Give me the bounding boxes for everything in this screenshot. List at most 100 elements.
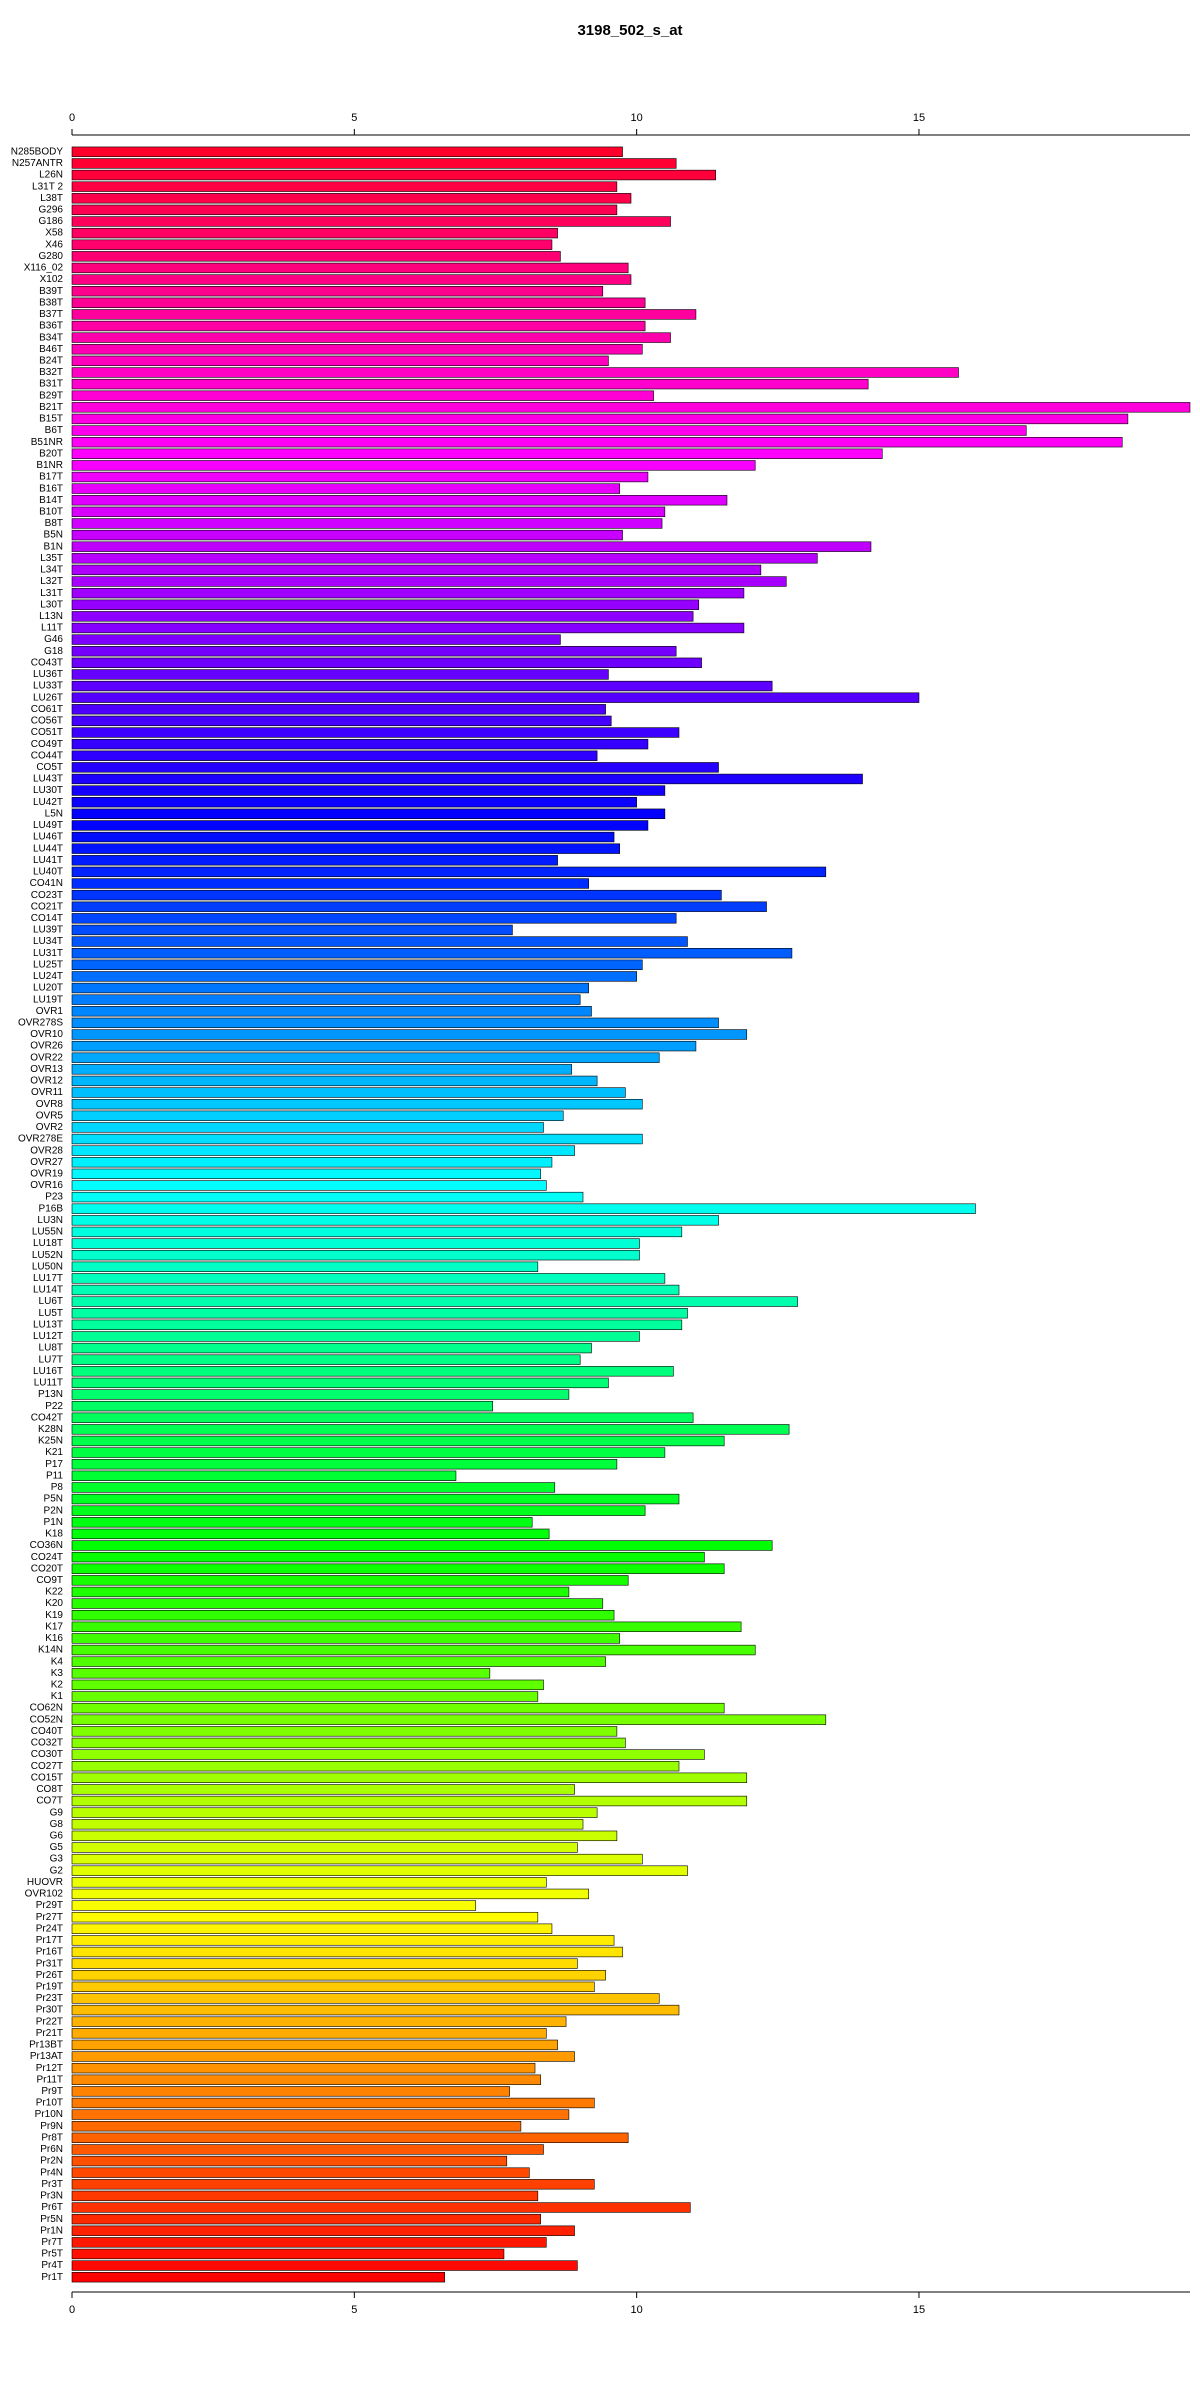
y-tick-label: LU31T xyxy=(33,948,63,959)
y-tick-label: B51NR xyxy=(31,437,63,448)
y-tick-label: CO61T xyxy=(31,704,63,715)
y-tick-label: Pr1T xyxy=(41,2272,63,2283)
y-tick-label: CO24T xyxy=(31,1552,63,1563)
bar xyxy=(71,436,1123,448)
bar xyxy=(71,1900,477,1911)
y-tick-label: Pr24T xyxy=(36,1923,63,1934)
bar xyxy=(71,239,553,250)
y-tick-label: G18 xyxy=(44,646,63,657)
y-tick-label: L26N xyxy=(39,170,63,181)
y-tick-label: OVR16 xyxy=(30,1180,63,1191)
y-tick-label: Pr3T xyxy=(41,2179,63,2190)
bar xyxy=(71,622,745,634)
y-tick-label: G3 xyxy=(50,1854,64,1865)
chart-title: 3198_502_s_at xyxy=(577,22,682,39)
y-tick-label: B8T xyxy=(45,518,63,529)
y-tick-label: CO20T xyxy=(31,1563,63,1574)
y-tick-label: B20T xyxy=(39,448,63,459)
y-tick-label: K17 xyxy=(45,1621,63,1632)
y-tick-label: L32T xyxy=(40,576,63,587)
y-tick-label: LU50N xyxy=(32,1261,63,1272)
bar xyxy=(71,669,609,680)
y-tick-label: K2 xyxy=(51,1680,64,1691)
bar xyxy=(71,1110,564,1121)
y-tick-label: B24T xyxy=(39,356,63,367)
y-tick-label: Pr1N xyxy=(40,2225,63,2236)
bar xyxy=(71,1528,550,1540)
bar xyxy=(71,2260,578,2271)
bar xyxy=(71,773,863,785)
y-tick-label: LU26T xyxy=(33,692,63,703)
bar xyxy=(71,1795,748,1807)
y-tick-label: P22 xyxy=(45,1401,63,1412)
x-tick-label: 5 xyxy=(351,2304,357,2316)
bar xyxy=(71,216,671,227)
y-tick-label: OVR12 xyxy=(30,1076,63,1087)
bar xyxy=(71,948,793,959)
bar xyxy=(71,1157,553,1168)
y-tick-label: X102 xyxy=(40,274,64,285)
bar xyxy=(71,936,688,947)
bar xyxy=(71,1633,621,1644)
bar xyxy=(71,866,827,878)
y-tick-label: B17T xyxy=(39,472,63,483)
bar xyxy=(71,1563,725,1574)
bar xyxy=(71,1551,705,1563)
y-tick-label: Pr9N xyxy=(40,2121,63,2132)
y-tick-label: X116_02 xyxy=(24,263,64,274)
y-tick-label: B31T xyxy=(39,379,63,390)
bar xyxy=(71,448,883,459)
y-tick-label: L11T xyxy=(41,623,63,634)
bar xyxy=(71,704,606,715)
bar xyxy=(71,1830,618,1842)
y-tick-label: LU16T xyxy=(33,1366,63,1377)
y-tick-label: Pr4N xyxy=(40,2167,63,2178)
bar xyxy=(71,390,654,401)
bar xyxy=(71,483,621,494)
bar xyxy=(71,251,561,262)
y-tick-label: LU13T xyxy=(33,1319,63,1330)
bar xyxy=(71,1586,570,1598)
bar xyxy=(71,1412,694,1423)
y-tick-label: CO49T xyxy=(31,739,63,750)
y-tick-label: LU42T xyxy=(33,797,63,808)
bar xyxy=(71,1493,680,1505)
y-tick-label: B39T xyxy=(39,286,63,297)
y-tick-label: Pr31T xyxy=(36,1958,63,1969)
bar xyxy=(71,320,646,332)
bar xyxy=(71,1482,556,1493)
bar xyxy=(71,1342,592,1354)
bar xyxy=(71,297,646,308)
x-tick-label: 10 xyxy=(631,2304,643,2316)
bar xyxy=(71,1389,570,1400)
bar xyxy=(71,1656,606,1667)
bar xyxy=(71,1331,640,1342)
bar xyxy=(71,1319,683,1331)
bar xyxy=(71,1459,618,1470)
y-tick-label: B21T xyxy=(39,402,63,413)
bar xyxy=(71,820,649,831)
y-tick-label: Pr3N xyxy=(40,2191,63,2202)
bar xyxy=(71,994,581,1005)
bar xyxy=(71,1064,573,1075)
y-tick-label: Pr10T xyxy=(36,2098,63,2109)
y-tick-label: L31T xyxy=(40,588,63,599)
bar xyxy=(71,506,666,518)
y-tick-label: Pr5T xyxy=(41,2249,63,2260)
bar xyxy=(71,901,767,912)
y-tick-label: OVR278S xyxy=(18,1018,63,1029)
y-tick-label: LU19T xyxy=(33,994,63,1005)
bar xyxy=(71,1749,705,1760)
bar xyxy=(71,1691,539,1702)
bar xyxy=(71,1098,643,1110)
y-tick-label: Pr30T xyxy=(36,2005,63,2016)
bar xyxy=(71,1877,547,1888)
bar xyxy=(71,285,604,297)
bar xyxy=(71,169,716,181)
bar xyxy=(71,1145,575,1156)
y-tick-label: CO40T xyxy=(31,1726,63,1737)
y-tick-label: Pr19T xyxy=(36,1981,63,1992)
bar xyxy=(71,332,671,343)
y-tick-label: K22 xyxy=(45,1587,63,1598)
